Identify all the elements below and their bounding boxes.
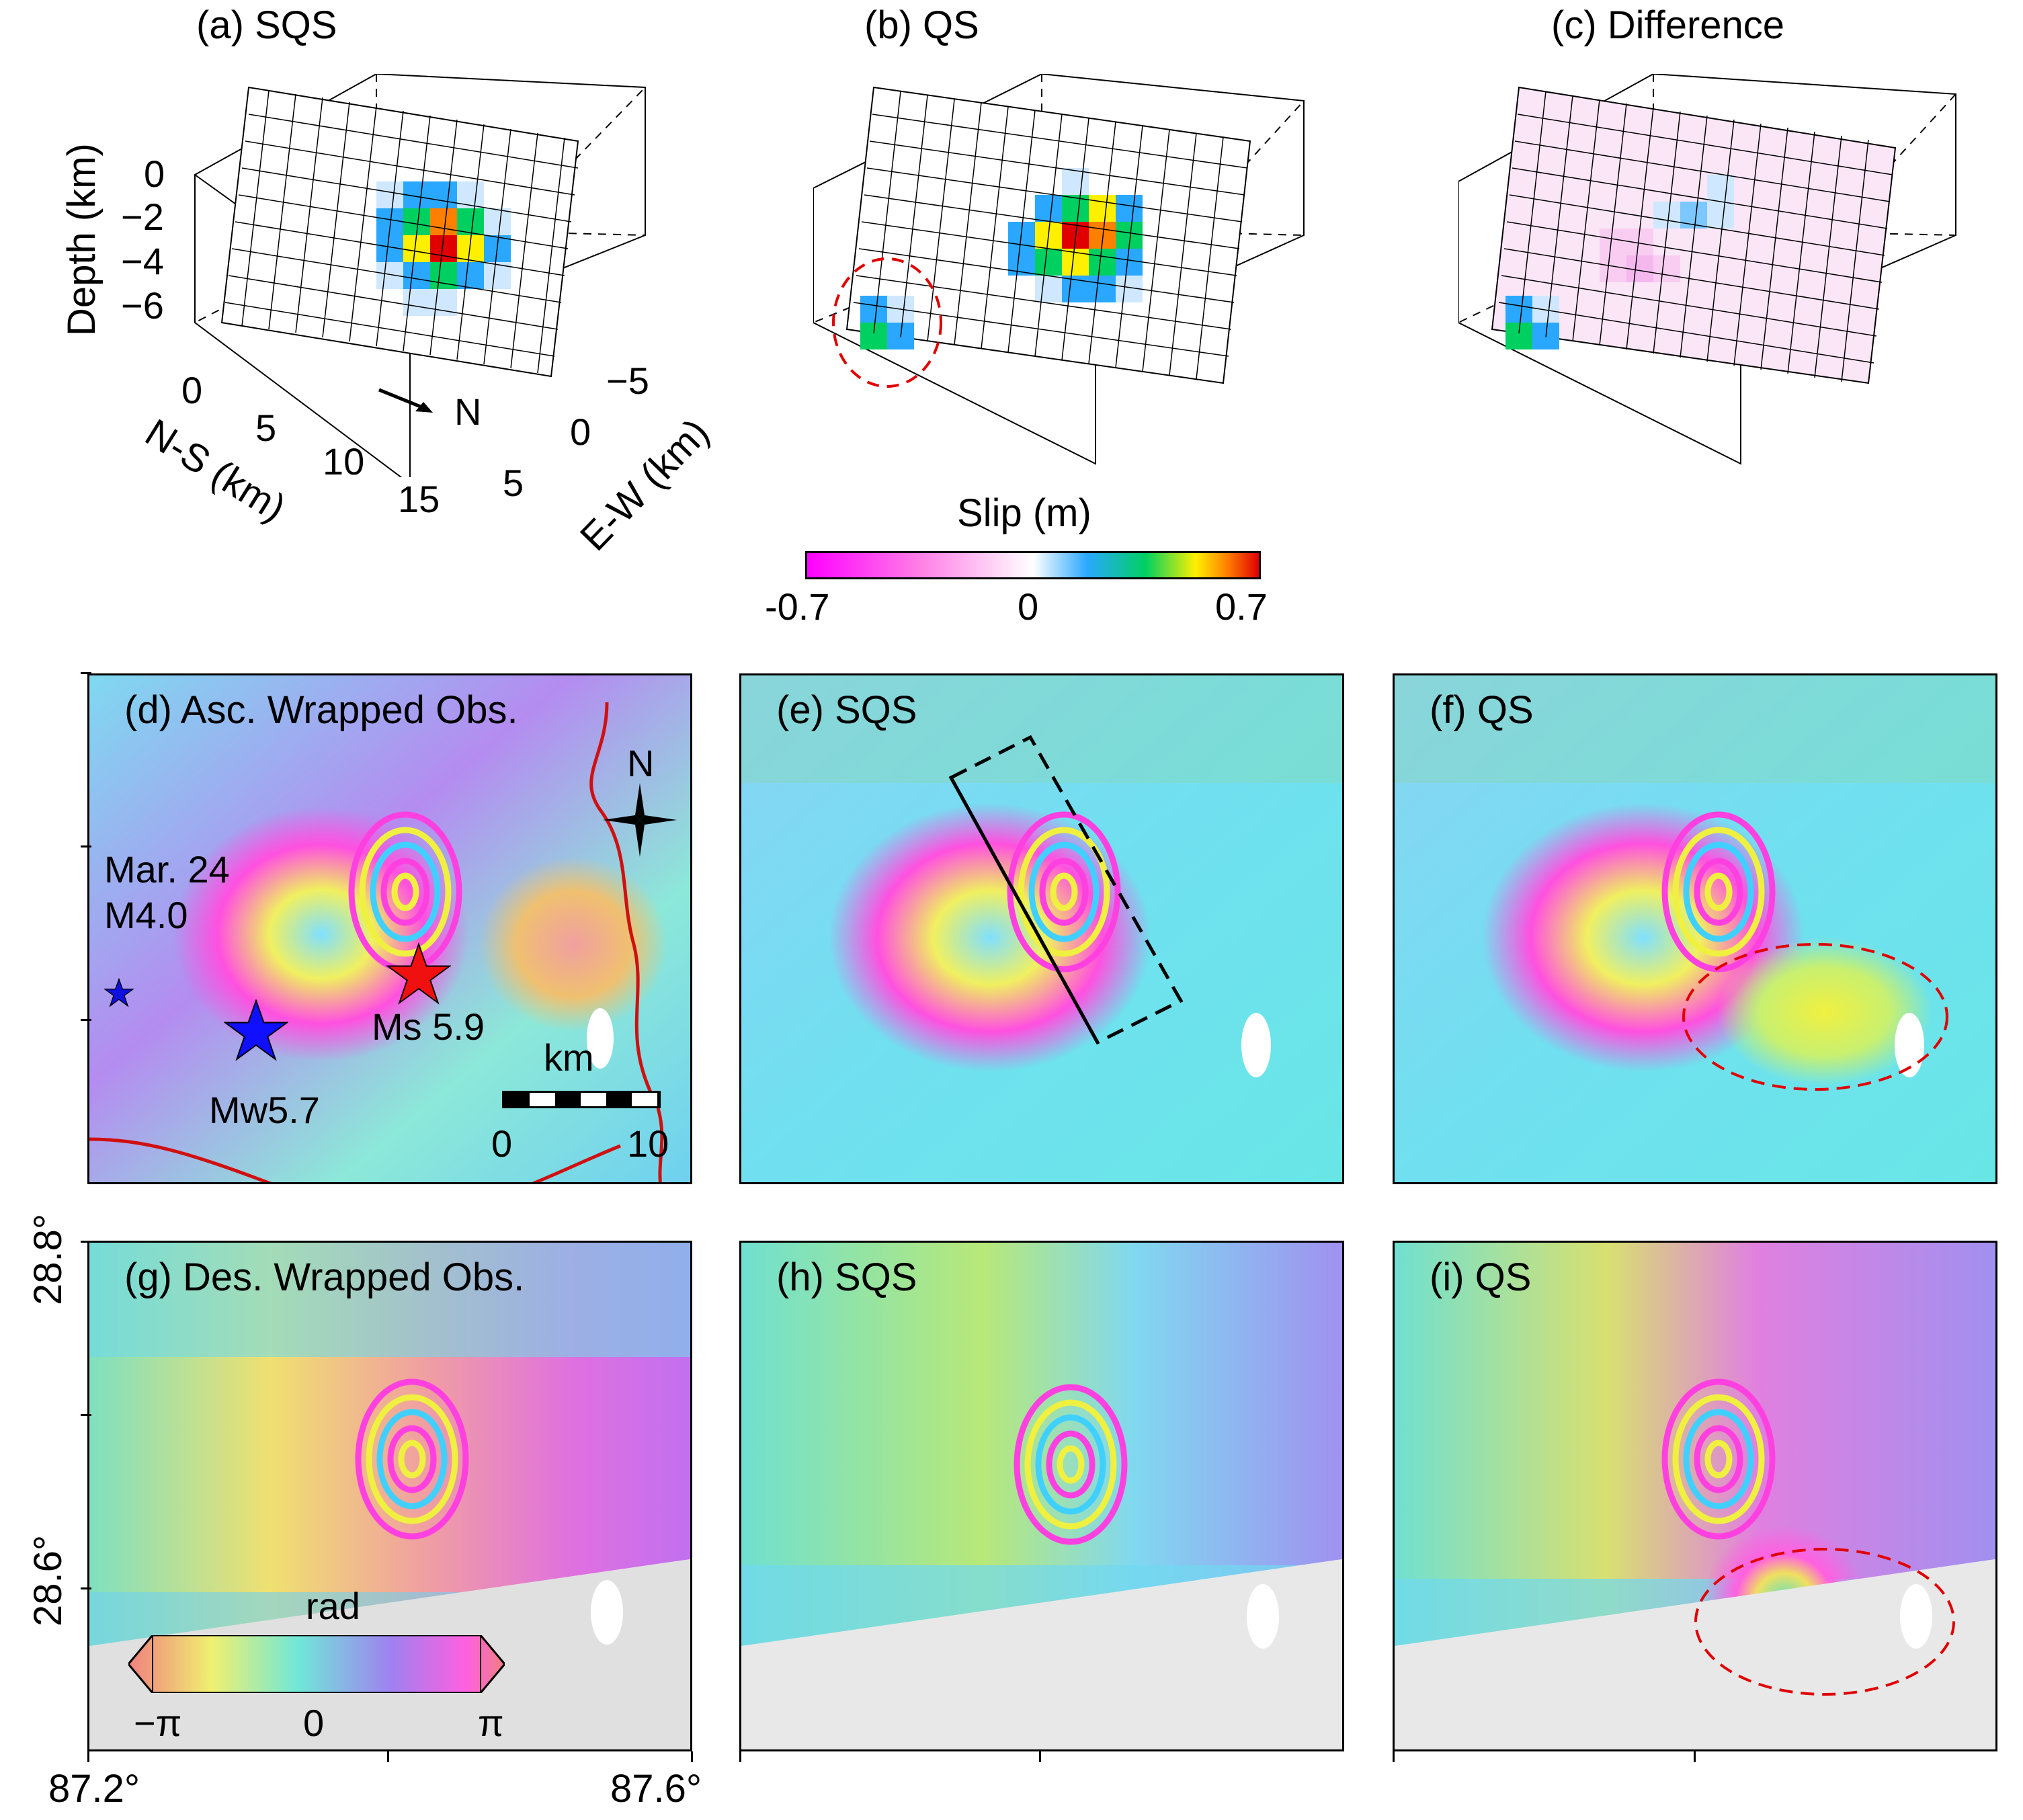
tick <box>81 672 91 674</box>
map-title-h: (h) SQS <box>776 1255 917 1299</box>
map-panel-e: (e) SQS <box>739 673 1344 1184</box>
fault-plot-c <box>1458 74 1956 465</box>
depth-tick-0: 0 <box>144 153 165 195</box>
ew-tick-0: 0 <box>570 411 591 453</box>
depth-tick-4: −4 <box>121 240 164 282</box>
north-arrow-icon <box>378 388 433 413</box>
mainshock-label: Ms 5.9 <box>372 1005 485 1048</box>
phase-min-label: −π <box>134 1702 182 1744</box>
slip-min-label: -0.7 <box>765 585 830 628</box>
star-mw57-icon <box>224 998 288 1061</box>
tick <box>81 1241 91 1243</box>
ns-tick-5: 5 <box>255 407 277 449</box>
interferogram-d <box>89 675 690 1182</box>
star-m40-icon <box>104 978 134 1007</box>
ew-tick-m5: −5 <box>606 360 649 402</box>
interferogram-i <box>1395 1243 1995 1749</box>
depth-tick-6: −6 <box>121 284 164 327</box>
tick <box>1039 1751 1041 1762</box>
north-arrow-label: N <box>454 390 482 433</box>
compass-label: N <box>627 742 655 784</box>
tick <box>691 1751 693 1762</box>
panel-title-c: (c) Difference <box>1551 3 1785 47</box>
ew-tick-5: 5 <box>503 462 524 504</box>
map-title-d: (d) Asc. Wrapped Obs. <box>124 688 518 732</box>
ns-tick-10: 10 <box>323 440 365 483</box>
map-title-i: (i) QS <box>1430 1255 1532 1299</box>
slip-max-label: 0.7 <box>1215 585 1268 628</box>
map-title-g: (g) Des. Wrapped Obs. <box>124 1255 525 1299</box>
tick <box>81 845 91 847</box>
fault-grid-a <box>220 86 579 378</box>
scale-end-label: 10 <box>627 1122 669 1165</box>
panel-title-b: (b) QS <box>864 3 979 47</box>
tick <box>81 1019 91 1021</box>
tick <box>739 1751 741 1762</box>
panel-title-a: (a) SQS <box>196 3 337 47</box>
lon-tick-87-6: 87.6° <box>610 1767 702 1811</box>
lon-tick-87-2: 87.2° <box>48 1767 140 1811</box>
fault-grid-b <box>845 86 1251 384</box>
event1-line1: Mar. 24 <box>104 848 230 891</box>
fault-plot-a <box>194 74 646 477</box>
scale-start-label: 0 <box>491 1122 513 1165</box>
tick <box>1393 1751 1395 1762</box>
event2-label: Mw5.7 <box>209 1089 320 1131</box>
interferogram-h <box>741 1243 1342 1749</box>
tick <box>87 1751 89 1762</box>
depth-tick-2: −2 <box>121 196 164 238</box>
phase-mid-label: 0 <box>303 1702 325 1744</box>
tick <box>1694 1751 1696 1762</box>
lat-tick-28-8: 28.8° <box>26 1213 70 1305</box>
map-title-e: (e) SQS <box>776 688 917 732</box>
depth-axis-label: Depth (km) <box>60 143 104 336</box>
slip-colorbar-title: Slip (m) <box>957 491 1091 535</box>
fault-grid-c <box>1491 86 1897 384</box>
fault-plot-b <box>813 74 1305 465</box>
map-title-f: (f) QS <box>1430 688 1534 732</box>
ns-tick-15: 15 <box>398 478 440 520</box>
tick <box>387 1751 389 1762</box>
scale-unit-label: km <box>544 1036 594 1079</box>
interferogram-f <box>1395 675 1995 1182</box>
tick <box>81 1414 91 1416</box>
scale-bar <box>502 1091 661 1108</box>
interferogram-e <box>741 675 1342 1182</box>
lat-tick-28-6: 28.6° <box>26 1534 70 1626</box>
phase-colorbar <box>128 1635 505 1693</box>
map-panel-i: (i) QS <box>1393 1241 1997 1751</box>
slip-colorbar <box>805 551 1261 579</box>
map-panel-h: (h) SQS <box>739 1241 1344 1751</box>
phase-colorbar-title: rad <box>306 1585 360 1627</box>
slip-mid-label: 0 <box>1018 585 1039 628</box>
star-ms59-icon <box>386 942 451 1005</box>
tick <box>81 1587 91 1589</box>
phase-max-label: π <box>478 1702 504 1744</box>
ns-tick-0: 0 <box>181 369 203 411</box>
compass-icon <box>603 783 677 857</box>
event1-line2: M4.0 <box>104 894 188 936</box>
map-panel-d: (d) Asc. Wrapped Obs. Mar. 24 M4.0 Ms 5.… <box>87 673 692 1184</box>
map-panel-f: (f) QS <box>1393 673 1997 1184</box>
map-panel-g: (g) Des. Wrapped Obs. rad −π 0 π <box>87 1241 692 1751</box>
